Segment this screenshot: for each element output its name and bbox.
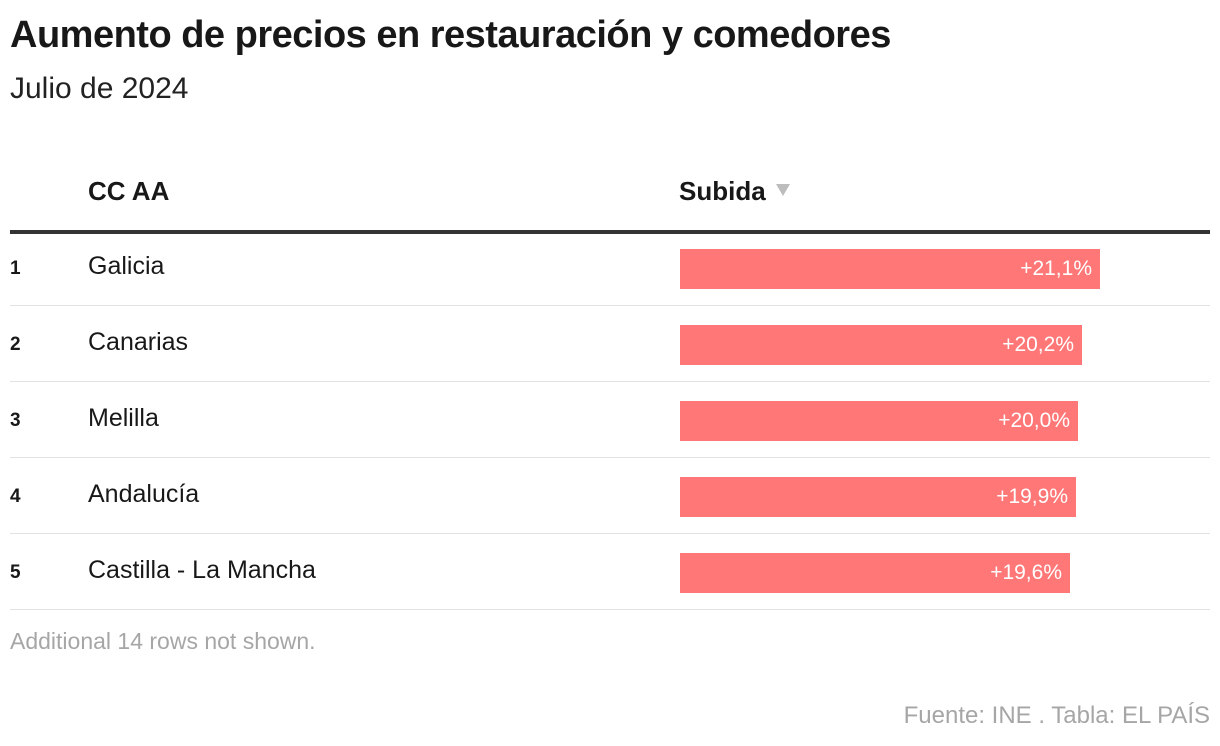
value-bar: +19,6% xyxy=(680,553,1070,593)
rows-not-shown-note: Additional 14 rows not shown. xyxy=(10,628,316,654)
value-label: +20,2% xyxy=(1002,333,1074,356)
table-row: 3 Melilla +20,0% xyxy=(10,382,1210,458)
chart-title: Aumento de precios en restauración y com… xyxy=(10,14,891,56)
row-rank: 5 xyxy=(10,562,21,583)
row-rank: 1 xyxy=(10,258,21,279)
value-label: +19,6% xyxy=(990,561,1062,584)
row-region-name: Galicia xyxy=(88,252,165,280)
row-rank: 4 xyxy=(10,486,21,507)
table-header: CC AA Subida xyxy=(10,150,1210,234)
value-label: +21,1% xyxy=(1020,257,1092,280)
value-bar: +20,2% xyxy=(680,325,1082,365)
table-row: 5 Castilla - La Mancha +19,6% xyxy=(10,534,1210,610)
value-label: +20,0% xyxy=(998,409,1070,432)
value-label: +19,9% xyxy=(996,485,1068,508)
value-bar: +21,1% xyxy=(680,249,1100,289)
table-row: 1 Galicia +21,1% xyxy=(10,230,1210,306)
row-region-name: Melilla xyxy=(88,404,159,432)
row-region-name: Andalucía xyxy=(88,480,200,508)
table-row: 4 Andalucía +19,9% xyxy=(10,458,1210,534)
row-rank: 3 xyxy=(10,410,21,431)
row-region-name: Canarias xyxy=(88,328,189,356)
sort-descending-icon[interactable] xyxy=(775,183,790,196)
table-row: 2 Canarias +20,2% xyxy=(10,306,1210,382)
row-rank: 2 xyxy=(10,334,21,355)
value-bar: +19,9% xyxy=(680,477,1076,517)
value-bar: +20,0% xyxy=(680,401,1078,441)
column-header-value[interactable]: Subida xyxy=(679,176,790,207)
chart-subtitle: Julio de 2024 xyxy=(10,72,189,105)
column-header-value-label: Subida xyxy=(679,176,766,206)
source-credit: Fuente: INE . Tabla: EL PAÍS xyxy=(903,702,1210,729)
column-header-region[interactable]: CC AA xyxy=(88,176,170,206)
row-region-name: Castilla - La Mancha xyxy=(88,556,316,584)
table-body: 1 Galicia +21,1% 2 Canarias +20,2% 3 Melilla +20… xyxy=(10,230,1210,610)
